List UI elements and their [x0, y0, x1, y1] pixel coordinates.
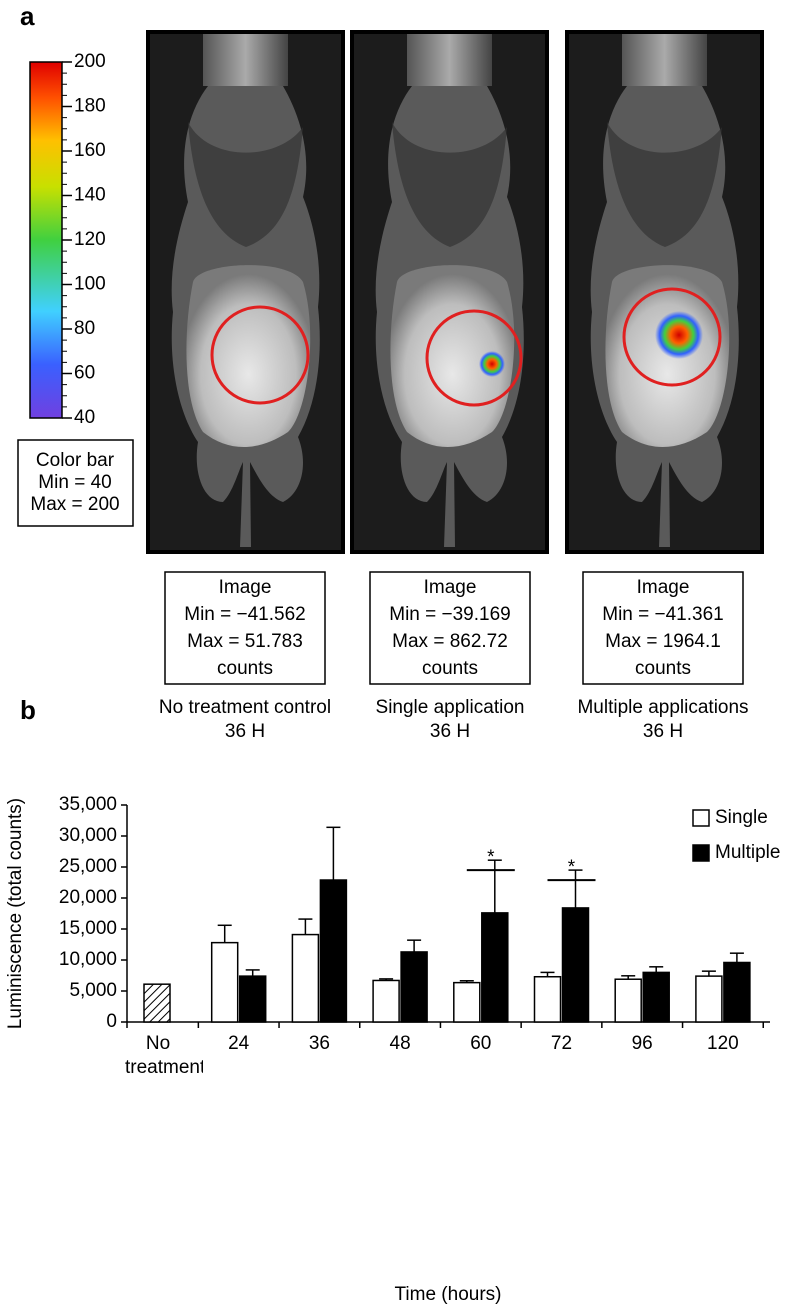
y-tick-label: 25,000: [59, 856, 117, 877]
bar: [291, 933, 320, 1023]
image-caption: Single application: [376, 697, 525, 718]
bar: [723, 961, 751, 1023]
image-box-text: Image: [219, 577, 272, 598]
panel-label: a: [20, 1, 35, 31]
x-axis-label: Time (hours): [395, 1284, 502, 1305]
image-box-text: Min = −41.361: [602, 604, 723, 625]
bar: [319, 879, 348, 1023]
bar: [453, 981, 481, 1023]
legend-label: Single: [715, 807, 768, 828]
significance-mark: *: [487, 847, 495, 868]
bar: [533, 975, 562, 1023]
image-box-text: Max = 51.783: [187, 631, 303, 652]
image-box-text: Min = −39.169: [389, 604, 510, 625]
color-bar-tick-label: 100: [74, 274, 106, 295]
x-tick-label: 60: [470, 1033, 492, 1054]
bar: [614, 978, 642, 1023]
image-box: [582, 571, 744, 685]
image-box-text: counts: [635, 658, 691, 679]
y-tick-label: 0: [106, 1011, 117, 1032]
bar: [695, 975, 723, 1023]
y-tick-label: 15,000: [59, 918, 117, 939]
y-tick-label: 20,000: [59, 887, 117, 908]
image-box-text: Max = 862.72: [392, 631, 508, 652]
image-box-text: Image: [637, 577, 690, 598]
y-tick-label: 10,000: [59, 949, 117, 970]
x-tick-label-box: 120: [707, 1033, 739, 1054]
image-box-text: Image: [424, 577, 477, 598]
bar: [561, 907, 590, 1023]
x-tick-label-box: 72: [550, 1033, 573, 1054]
legend-swatch: [692, 844, 710, 862]
image-box-text: counts: [422, 658, 478, 679]
bar: [372, 979, 400, 1023]
y-tick-label: 35,000: [59, 794, 117, 815]
color-bar-tick-label: 60: [74, 363, 95, 384]
x-tick-label-box: 36: [308, 1033, 330, 1054]
x-tick-label: 24: [228, 1033, 250, 1054]
image-box: [164, 571, 326, 685]
x-tick-label-box: 48: [389, 1033, 411, 1054]
x-tick-label: 36: [308, 1033, 330, 1054]
legend-swatch: [692, 809, 710, 827]
image-box: [369, 571, 531, 685]
color-bar-tick-label: 140: [74, 185, 106, 206]
y-axis-label: Luminiscence (total counts): [5, 798, 26, 1029]
bar: [642, 971, 670, 1023]
image-box-text: Max = 1964.1: [605, 631, 721, 652]
color-bar-tick-label: 80: [74, 318, 95, 339]
image-caption: 36 H: [225, 721, 265, 742]
significance-mark: *: [568, 857, 576, 878]
image-caption: 36 H: [643, 721, 683, 742]
bar: [400, 951, 428, 1023]
image-caption: No treatment control: [159, 697, 331, 718]
color-bar-box: [17, 439, 134, 527]
x-tick-label: 96: [631, 1033, 653, 1054]
x-tick-label: 48: [389, 1033, 411, 1054]
panel-label: b: [20, 695, 36, 725]
x-tick-label-box: No treatment: [125, 1033, 203, 1078]
mouse-image: [146, 30, 345, 554]
x-tick-label-box: 60: [470, 1033, 492, 1054]
color-bar: [29, 61, 63, 419]
mouse-image: [565, 30, 764, 554]
image-box-text: counts: [217, 658, 273, 679]
color-bar-tick-label: 160: [74, 140, 106, 161]
y-tick-label: 30,000: [59, 825, 117, 846]
x-tick-label: No treatment: [125, 1033, 203, 1078]
legend-label: Multiple: [715, 842, 780, 863]
x-tick-label-box: 96: [631, 1033, 653, 1054]
color-bar-tick-label: 40: [74, 407, 95, 428]
image-caption: Multiple applications: [577, 697, 748, 718]
color-bar-box-text: Max = 200: [30, 494, 119, 515]
color-bar-tick-label: 180: [74, 96, 106, 117]
bar: [238, 975, 267, 1023]
color-bar-box-text: Color bar: [36, 450, 115, 471]
x-tick-label: 120: [707, 1033, 739, 1054]
color-bar-tick-label: 200: [74, 51, 106, 72]
image-caption: 36 H: [430, 721, 470, 742]
y-tick-label: 5,000: [69, 980, 117, 1001]
image-box-text: Min = −41.562: [184, 604, 305, 625]
color-bar-box-text: Min = 40: [38, 472, 111, 493]
bar: [481, 912, 509, 1023]
color-bar-tick-label: 120: [74, 229, 106, 250]
x-tick-label-box: 24: [228, 1033, 250, 1054]
x-tick-label: 72: [550, 1033, 573, 1054]
bar: [210, 941, 239, 1023]
bar: [143, 983, 171, 1023]
mouse-image: [350, 30, 549, 554]
